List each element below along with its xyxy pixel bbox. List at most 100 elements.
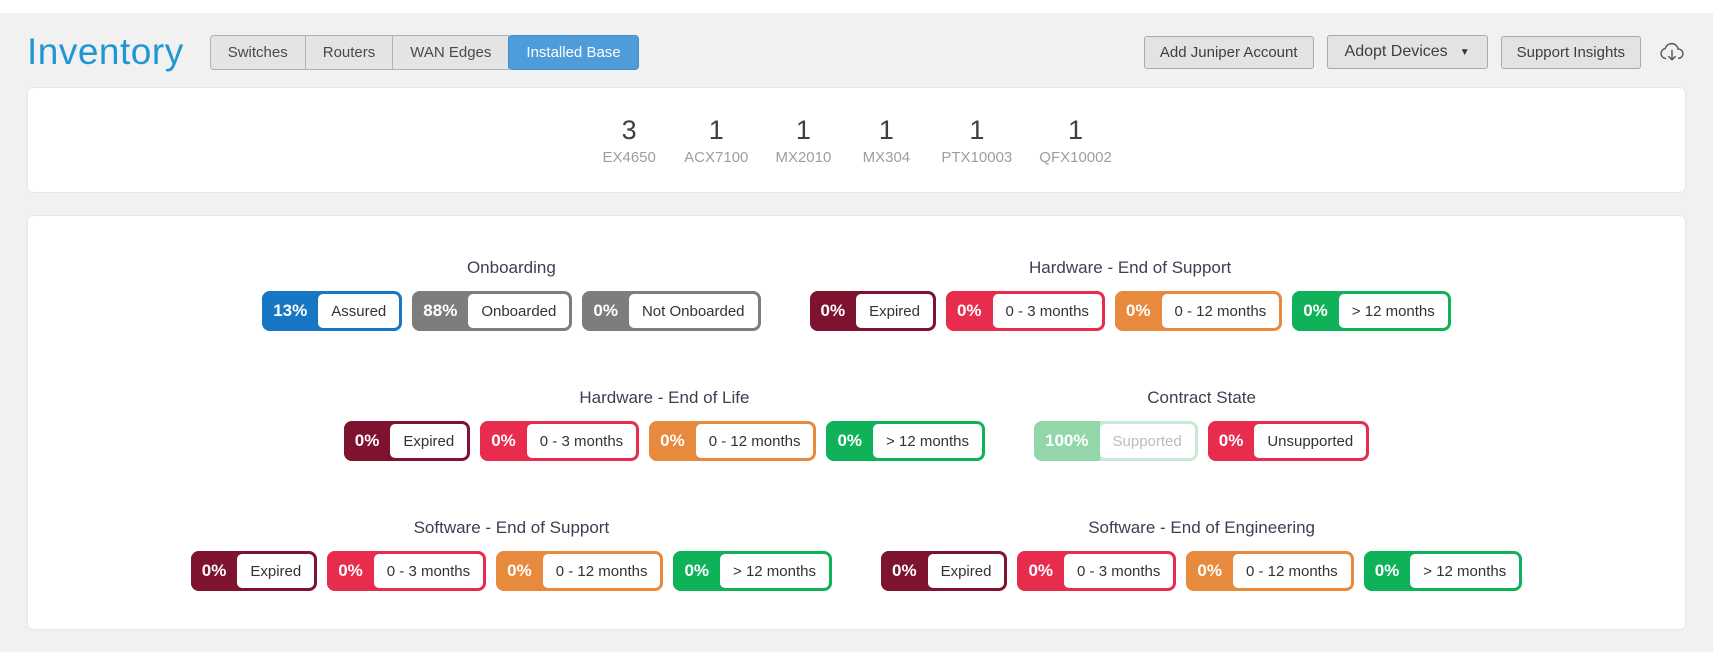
badge-label: Expired — [856, 294, 933, 328]
status-badge-0-12-months[interactable]: 0% 0 - 12 months — [1186, 551, 1354, 591]
adopt-devices-label: Adopt Devices — [1344, 43, 1448, 60]
device-counts-card: 3 EX4650 1 ACX7100 1 MX2010 1 MX304 1 PTX10003 1 QF… — [27, 87, 1686, 193]
status-badge-0-3-months[interactable]: 0% 0 - 3 months — [945, 291, 1105, 331]
group-title: Software - End of Support — [413, 518, 610, 537]
badge-percent: 0% — [343, 421, 391, 461]
status-badge-12-months[interactable]: 0% > 12 months — [673, 551, 832, 591]
badge-percent: 0% — [649, 421, 696, 461]
device-count-item: 3 EX4650 — [601, 115, 657, 166]
badge-percent: 0% — [826, 421, 874, 461]
badge-percent: 0% — [1363, 551, 1411, 591]
status-badge-expired[interactable]: 0% Expired — [343, 421, 471, 461]
page-title: Inventory — [27, 31, 184, 72]
tab-wan-edges[interactable]: WAN Edges — [392, 34, 510, 70]
badge-label: Expired — [927, 554, 1005, 588]
tab-switches[interactable]: Switches — [209, 34, 306, 70]
status-badge-expired[interactable]: 0% Expired — [881, 551, 1008, 591]
device-model-label: QFX10002 — [1039, 148, 1112, 166]
status-row: Onboarding 13% Assured 88% Onboarded 0% Not On… — [28, 258, 1685, 331]
group-title: Onboarding — [466, 258, 556, 277]
device-counts: 3 EX4650 1 ACX7100 1 MX2010 1 MX304 1 PTX10003 1 QF… — [601, 114, 1112, 166]
badge-percent: 0% — [1292, 291, 1339, 331]
badge-percent: 0% — [1207, 421, 1255, 461]
group-title: Contract State — [1147, 388, 1256, 407]
status-panel: Onboarding 13% Assured 88% Onboarded 0% Not On… — [27, 215, 1686, 630]
badge-label: Supported — [1099, 424, 1195, 458]
badge-label: > 12 months — [720, 554, 829, 588]
tab-installed-base[interactable]: Installed Base — [508, 34, 639, 70]
status-badge-0-12-months[interactable]: 0% 0 - 12 months — [649, 421, 817, 461]
badge-percent: 13% — [262, 291, 319, 331]
status-badge-0-12-months[interactable]: 0% 0 - 12 months — [1114, 291, 1283, 331]
device-model-label: MX2010 — [775, 148, 832, 166]
header-actions: Add Juniper Account Adopt Devices ▼ Supp… — [1143, 35, 1686, 69]
badge-label: Not Onboarded — [628, 294, 758, 328]
status-badge-expired[interactable]: 0% Expired — [809, 291, 936, 331]
badge-percent: 0% — [327, 551, 374, 591]
badge-label: > 12 months — [1338, 294, 1448, 328]
device-count-value: 3 — [621, 114, 637, 145]
top-white-strip — [0, 0, 1713, 13]
status-badge-expired[interactable]: 0% Expired — [190, 551, 318, 591]
cloud-download-icon[interactable] — [1658, 40, 1686, 64]
badge-percent: 0% — [1114, 291, 1162, 331]
group-title: Software - End of Engineering — [1088, 518, 1316, 537]
status-row: Software - End of Support 0% Expired 0% 0 - … — [28, 518, 1685, 591]
badge-percent: 0% — [1017, 551, 1065, 591]
device-count-item: 1 QFX10002 — [1039, 115, 1112, 166]
badge-row: 0% Expired 0% 0 - 3 months 0% 0 - 12 months 0%… — [190, 551, 832, 591]
badge-percent: 0% — [1186, 551, 1233, 591]
support-insights-button[interactable]: Support Insights — [1500, 35, 1641, 69]
device-count-item: 1 PTX10003 — [941, 115, 1012, 166]
device-count-value: 1 — [878, 114, 894, 145]
badge-label: 0 - 12 months — [695, 424, 814, 458]
device-model-label: EX4650 — [602, 148, 656, 166]
caret-down-icon: ▼ — [1459, 46, 1470, 58]
badge-percent: 0% — [480, 421, 527, 461]
header: Inventory Switches Routers WAN Edges Instal… — [0, 13, 1713, 87]
badge-label: 0 - 12 months — [1161, 294, 1280, 328]
device-count-value: 1 — [795, 114, 811, 145]
device-model-label: PTX10003 — [941, 148, 1013, 166]
badge-percent: 0% — [881, 551, 928, 591]
status-badge-onboarded[interactable]: 88% Onboarded — [412, 291, 573, 331]
badge-row: 13% Assured 88% Onboarded 0% Not Onboarded — [262, 291, 761, 331]
badge-label: 0 - 3 months — [1064, 554, 1174, 588]
badge-row: 0% Expired 0% 0 - 3 months 0% 0 - 12 months 0%… — [881, 551, 1523, 591]
badge-row: 100% Supported 0% Unsupported — [1034, 421, 1370, 461]
status-badge-0-3-months[interactable]: 0% 0 - 3 months — [327, 551, 487, 591]
status-badge-12-months[interactable]: 0% > 12 months — [826, 421, 986, 461]
status-group-software-end-of-engineering: Software - End of Engineering 0% Expired 0%… — [881, 518, 1523, 591]
status-group-onboarding: Onboarding 13% Assured 88% Onboarded 0% Not On… — [262, 258, 761, 331]
status-badge-not-onboarded[interactable]: 0% Not Onboarded — [582, 291, 761, 331]
device-count-value: 1 — [1068, 114, 1084, 145]
status-badge-12-months[interactable]: 0% > 12 months — [1363, 551, 1523, 591]
group-title: Hardware - End of Life — [579, 388, 750, 407]
tab-group: Switches Routers WAN Edges Installed Base — [209, 34, 639, 70]
status-row: Hardware - End of Life 0% Expired 0% 0 - 3 m… — [28, 388, 1685, 461]
badge-label: > 12 months — [1410, 554, 1520, 588]
badge-label: Expired — [237, 554, 315, 588]
status-badge-supported[interactable]: 100% Supported — [1034, 421, 1198, 461]
status-badge-unsupported[interactable]: 0% Unsupported — [1207, 421, 1370, 461]
status-badge-assured[interactable]: 13% Assured — [262, 291, 403, 331]
status-badge-0-3-months[interactable]: 0% 0 - 3 months — [480, 421, 640, 461]
badge-percent: 0% — [496, 551, 543, 591]
status-badge-0-12-months[interactable]: 0% 0 - 12 months — [496, 551, 664, 591]
badge-percent: 0% — [945, 291, 993, 331]
badge-label: Expired — [390, 424, 468, 458]
status-badge-0-3-months[interactable]: 0% 0 - 3 months — [1017, 551, 1177, 591]
badge-percent: 0% — [809, 291, 857, 331]
status-group-hardware-end-of-support: Hardware - End of Support 0% Expired 0% 0 - … — [809, 258, 1451, 331]
adopt-devices-dropdown[interactable]: Adopt Devices ▼ — [1326, 35, 1488, 69]
status-group-software-end-of-support: Software - End of Support 0% Expired 0% 0 - … — [190, 518, 832, 591]
badge-label: 0 - 12 months — [542, 554, 661, 588]
badge-row: 0% Expired 0% 0 - 3 months 0% 0 - 12 months 0%… — [343, 421, 986, 461]
badge-label: Assured — [318, 294, 400, 328]
device-count-item: 1 MX304 — [858, 115, 914, 166]
group-title: Hardware - End of Support — [1029, 258, 1232, 277]
tab-routers[interactable]: Routers — [304, 34, 394, 70]
status-badge-12-months[interactable]: 0% > 12 months — [1292, 291, 1451, 331]
badge-label: 0 - 3 months — [373, 554, 484, 588]
add-juniper-account-button[interactable]: Add Juniper Account — [1143, 35, 1314, 69]
